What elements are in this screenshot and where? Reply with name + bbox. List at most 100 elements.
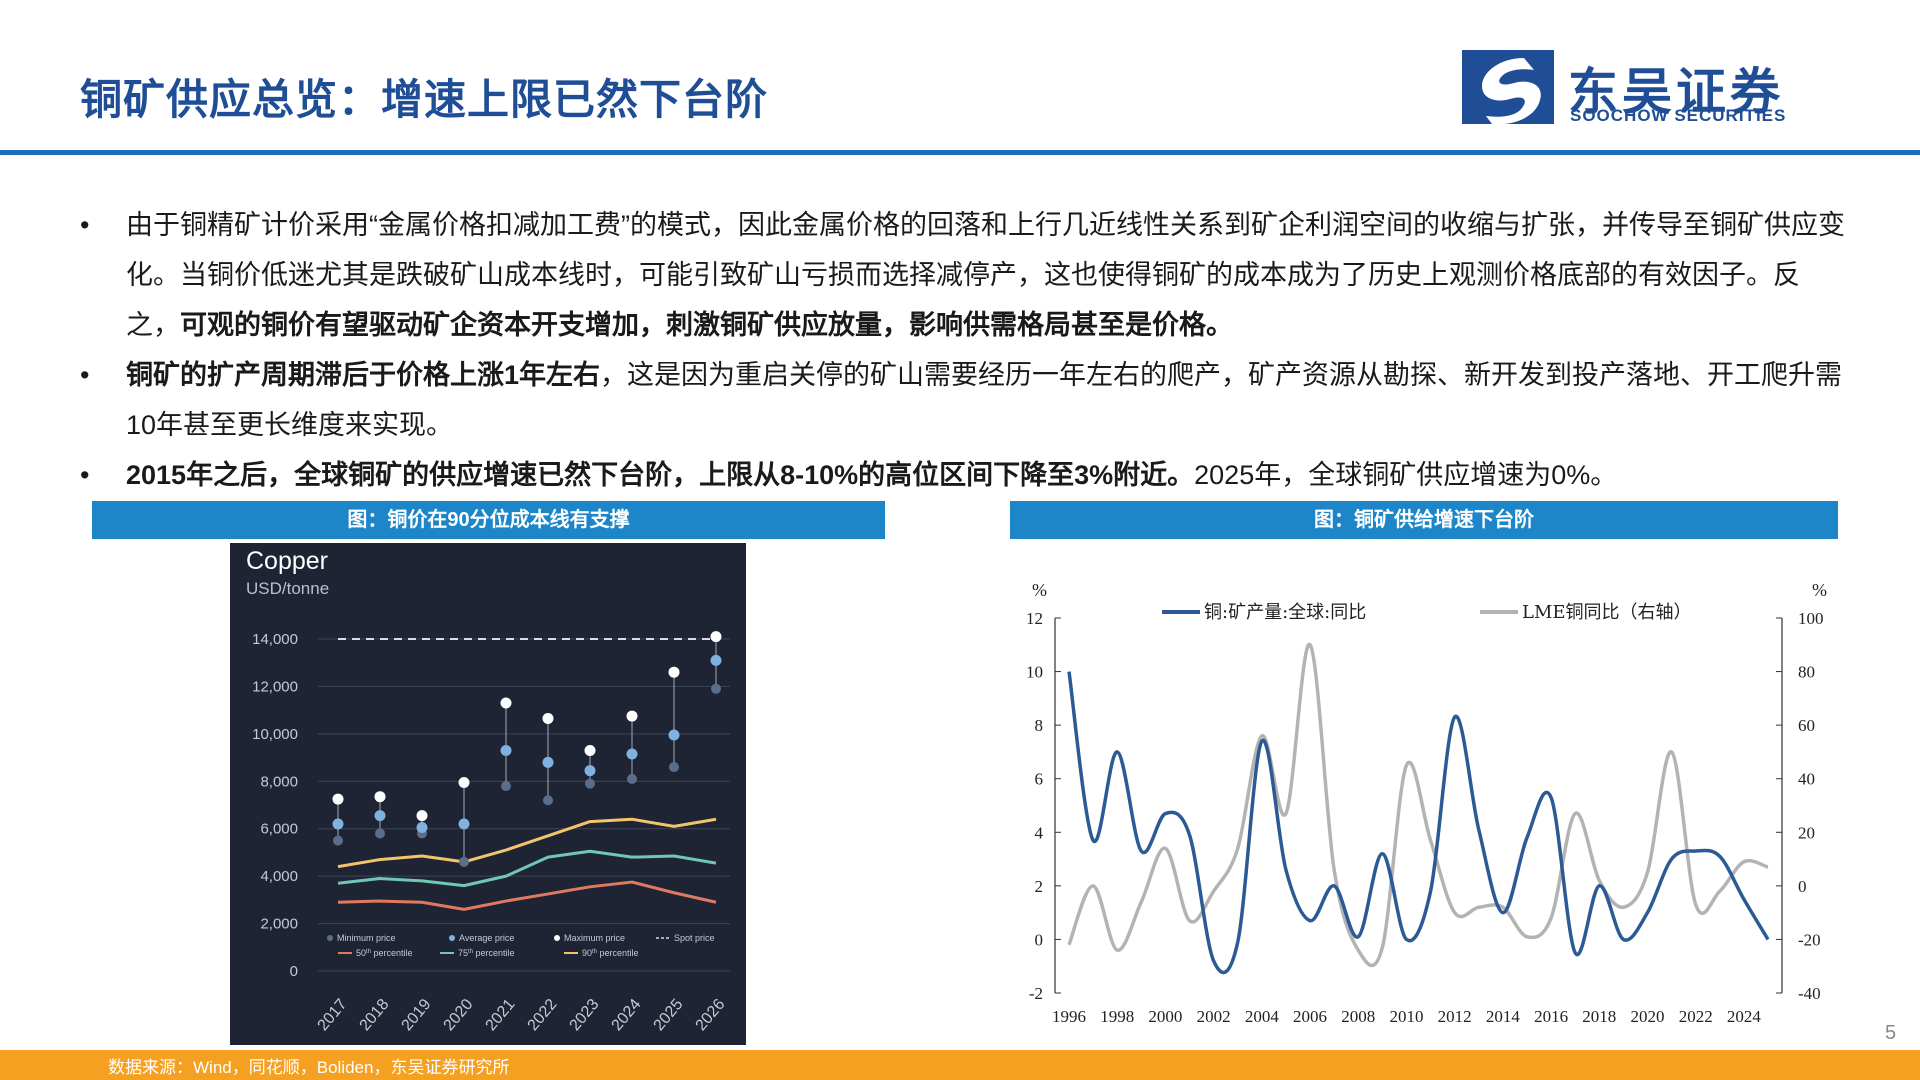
left-tick-label: 2 xyxy=(1035,877,1044,896)
x-tick-label: 2020 xyxy=(441,996,477,1034)
x-tick-label: 2024 xyxy=(1727,1007,1762,1026)
average-price-point xyxy=(668,729,680,741)
maximum-price-point xyxy=(626,710,638,722)
x-tick-label: 2019 xyxy=(399,996,435,1034)
legend-p75-label: 75th percentile xyxy=(458,948,515,958)
bullet-dot: • xyxy=(80,210,90,240)
lme-copper-yoy-line xyxy=(1067,643,1769,968)
legend-max-label: Maximum price xyxy=(564,933,625,943)
legend-p90-label: 90th percentile xyxy=(582,948,639,958)
maximum-price-point xyxy=(584,744,596,756)
left-tick-label: 10 xyxy=(1026,663,1043,682)
average-price-point xyxy=(542,756,554,768)
minimum-price-point xyxy=(669,762,679,773)
footer-bar xyxy=(0,1050,1920,1080)
x-tick-label: 2018 xyxy=(1582,1007,1616,1026)
right-tick-label: -20 xyxy=(1798,930,1821,949)
x-tick-label: 2026 xyxy=(693,996,729,1034)
legend-lme-label: LME铜同比（右轴） xyxy=(1522,602,1692,623)
p75-line xyxy=(337,849,717,888)
average-price-point xyxy=(584,765,596,777)
logo-english-text: SOOCHOW SECURITIES xyxy=(1570,106,1787,125)
maximum-price-point xyxy=(416,810,428,822)
y-tick-label: 2,000 xyxy=(260,916,298,933)
minimum-price-point xyxy=(501,781,511,792)
average-price-point xyxy=(626,748,638,760)
right-tick-label: 60 xyxy=(1798,716,1815,735)
legend-spot-label: Spot price xyxy=(674,933,715,943)
minimum-price-point xyxy=(585,778,595,789)
average-price-point xyxy=(374,810,386,822)
left-tick-label: 4 xyxy=(1035,823,1044,842)
copper-cost-chart: Copper USD/tonne 0 2,000 4,000 6,000 8,000 10… xyxy=(230,543,746,1045)
x-tick-label: 2022 xyxy=(1679,1007,1713,1026)
maximum-price-point xyxy=(710,631,722,643)
x-tick-label: 2006 xyxy=(1293,1007,1327,1026)
average-price-point xyxy=(416,822,428,834)
average-price-point xyxy=(458,818,470,830)
y-tick-label: 0 xyxy=(290,963,298,980)
bullet-item-3: • 2015年之后，全球铜矿的供应增速已然下台阶，上限从8-10%的高位区间下降… xyxy=(80,450,1850,500)
x-tick-label: 2012 xyxy=(1438,1007,1472,1026)
x-tick-label: 2010 xyxy=(1389,1007,1423,1026)
figure-right-title: 图：铜矿供给增速下台阶 xyxy=(1010,501,1838,539)
x-tick-label: 2004 xyxy=(1245,1007,1280,1026)
legend-p50-label: 50th percentile xyxy=(356,948,413,958)
left-tick-label: 12 xyxy=(1026,609,1043,628)
right-tick-label: 100 xyxy=(1798,609,1824,628)
page-number: 5 xyxy=(1885,1022,1897,1044)
y-tick-label: 14,000 xyxy=(252,631,298,648)
y-tick-label: 6,000 xyxy=(260,821,298,838)
right-tick-label: 0 xyxy=(1798,877,1807,896)
x-tick-label: 2021 xyxy=(483,996,519,1034)
minimum-price-point xyxy=(375,828,385,839)
p90-line xyxy=(337,817,717,869)
x-tick-label: 2022 xyxy=(525,996,561,1034)
x-tick-label: 2023 xyxy=(567,996,603,1034)
soochow-logo-icon xyxy=(1462,50,1554,125)
bullet-text: ，这是因为重启关停的矿山需要经历一年左右的爬产，矿产资源从勘探、新开发到投产落地… xyxy=(126,360,1843,440)
bullet-text: 由于铜精矿计价采用“金属价格扣减加工费”的模式，因此金属价格的回落和上行几近线性… xyxy=(126,210,1845,340)
x-tick-label: 1998 xyxy=(1100,1007,1134,1026)
x-tick-label: 2018 xyxy=(357,996,393,1034)
bullet-bold-text: 2015年之后，全球铜矿的供应增速已然下台阶，上限从8-10%的高位区间下降至3… xyxy=(126,460,1195,490)
mine-production-yoy-line xyxy=(1067,671,1770,975)
right-tick-label: 20 xyxy=(1798,823,1815,842)
maximum-price-point xyxy=(332,793,344,805)
maximum-price-point xyxy=(500,697,512,709)
soochow-logo: 东吴证券 SOOCHOW SECURITIES xyxy=(1462,50,1802,128)
x-tick-label: 2014 xyxy=(1486,1007,1521,1026)
chart-title: Copper xyxy=(246,547,328,575)
minimum-price-point xyxy=(333,835,343,846)
legend-min-label: Minimum price xyxy=(337,933,396,943)
chart-subtitle: USD/tonne xyxy=(246,579,330,598)
logo-chinese-text: 东吴证券 xyxy=(1568,64,1784,120)
legend-min-marker xyxy=(327,935,333,941)
copper-chart-svg: 0 2,000 4,000 6,000 8,000 10,000 12,000 14,000 2… xyxy=(252,631,730,1034)
left-tick-label: 0 xyxy=(1035,930,1044,949)
y-tick-label: 12,000 xyxy=(252,678,298,695)
bullet-bold-text: 铜矿的扩产周期滞后于价格上涨1年左右 xyxy=(126,360,601,390)
left-tick-label: 6 xyxy=(1035,770,1044,789)
maximum-price-point xyxy=(458,776,470,788)
bullet-text: 2025年，全球铜矿供应增速为0%。 xyxy=(1194,460,1618,490)
maximum-price-point xyxy=(542,712,554,724)
minimum-price-point xyxy=(543,795,553,806)
average-price-point xyxy=(500,744,512,756)
bullet-bold-text: 可观的铜价有望驱动矿企资本开支增加，刺激铜矿供应放量，影响供需格局甚至是价格。 xyxy=(180,310,1233,340)
minimum-price-point xyxy=(459,856,469,867)
p50-line xyxy=(337,880,717,911)
left-axis-unit: % xyxy=(1032,580,1047,600)
left-tick-label: -2 xyxy=(1029,984,1043,1003)
legend-avg-marker xyxy=(449,935,455,941)
right-tick-label: 40 xyxy=(1798,770,1815,789)
left-tick-label: 8 xyxy=(1035,716,1044,735)
bullet-item-1: • 由于铜精矿计价采用“金属价格扣减加工费”的模式，因此金属价格的回落和上行几近… xyxy=(80,200,1850,350)
minimum-price-point xyxy=(711,683,721,694)
legend-avg-label: Average price xyxy=(459,933,514,943)
right-tick-label: 80 xyxy=(1798,663,1815,682)
x-tick-label: 2025 xyxy=(651,996,687,1034)
x-tick-label: 2024 xyxy=(609,996,645,1034)
maximum-price-point xyxy=(668,666,680,678)
